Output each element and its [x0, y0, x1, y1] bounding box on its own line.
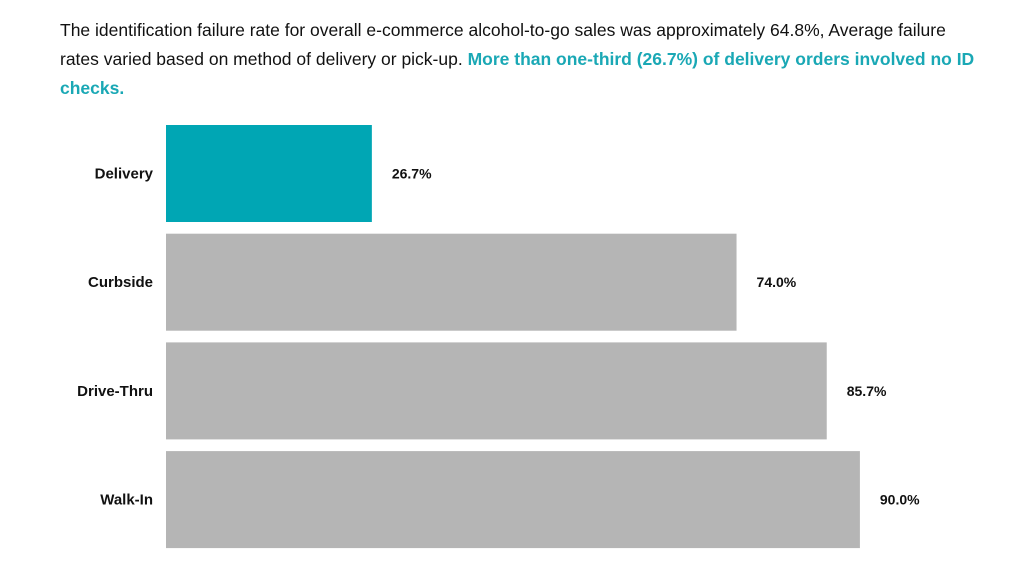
- value-label: 85.7%: [847, 383, 887, 399]
- category-label: Drive-Thru: [77, 383, 153, 400]
- bar-drive-thru: [166, 342, 827, 440]
- value-label: 74.0%: [757, 274, 797, 290]
- category-label: Walk-In: [100, 492, 153, 509]
- intro-highlight: More than one-third (26.7%) of delivery …: [60, 49, 975, 98]
- category-label: Curbside: [88, 274, 153, 291]
- value-label: 90.0%: [880, 492, 920, 508]
- category-label: Delivery: [95, 166, 154, 183]
- intro-paragraph: The identification failure rate for over…: [60, 16, 980, 103]
- bar-curbside: [166, 233, 737, 331]
- value-label: 26.7%: [392, 166, 432, 182]
- bar-delivery: [166, 125, 372, 222]
- intro-text: The identification failure rate for over…: [60, 20, 946, 69]
- bar-walk-in: [166, 451, 860, 549]
